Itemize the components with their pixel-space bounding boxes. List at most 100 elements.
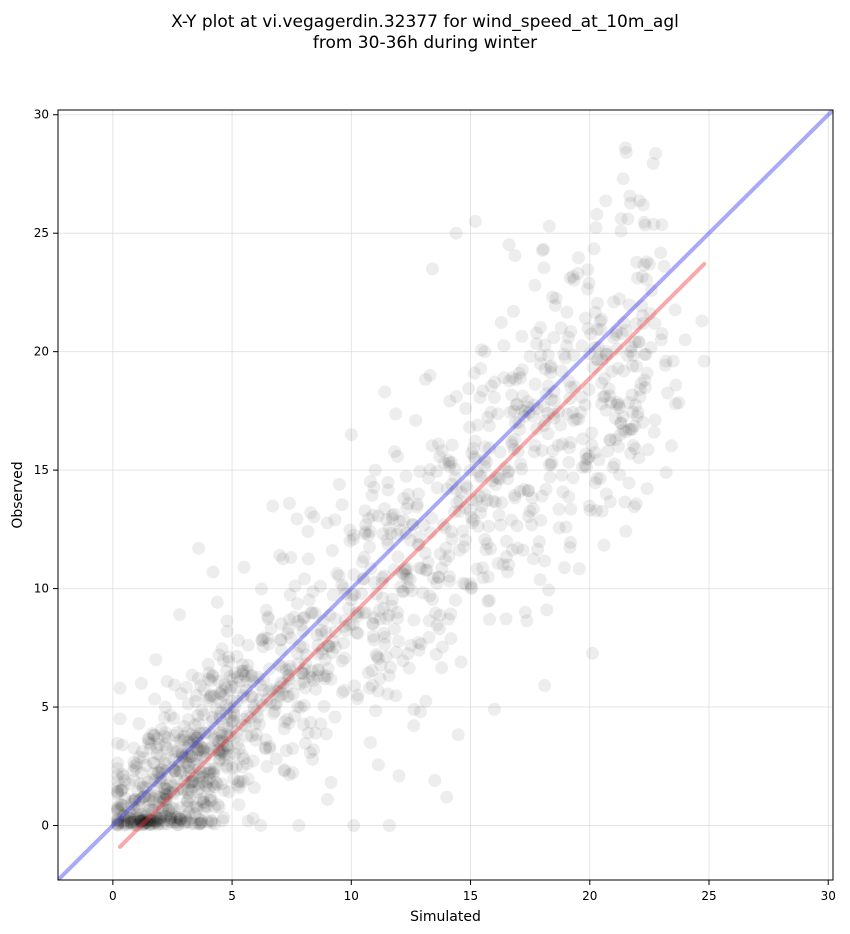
scatter-point <box>191 729 205 743</box>
scatter-point <box>182 738 196 752</box>
scatter-point <box>517 409 531 423</box>
scatter-point <box>221 721 235 735</box>
scatter-point <box>276 677 290 691</box>
scatter-point <box>371 509 385 523</box>
scatter-point <box>422 614 436 628</box>
scatter-point <box>184 775 198 789</box>
scatter-point <box>491 407 505 421</box>
scatter-point <box>168 764 182 778</box>
scatter-point <box>154 763 168 777</box>
scatter-point <box>410 500 424 514</box>
scatter-point <box>569 412 583 426</box>
grid <box>58 110 833 880</box>
scatter-point <box>166 779 180 793</box>
scatter-point <box>626 359 640 373</box>
scatter-point <box>311 663 325 677</box>
scatter-point <box>164 811 178 825</box>
scatter-point <box>197 802 211 816</box>
scatter-point <box>471 418 485 432</box>
scatter-point <box>590 353 604 367</box>
scatter-point <box>502 464 516 478</box>
scatter-point <box>372 604 386 618</box>
scatter-point <box>158 737 172 751</box>
scatter-point <box>127 773 141 787</box>
scatter-point <box>177 733 191 747</box>
scatter-point <box>412 561 426 575</box>
scatter-point <box>318 672 332 686</box>
scatter-point <box>515 462 529 476</box>
scatter-point <box>347 568 361 582</box>
scatter-point <box>147 814 161 828</box>
scatter-point <box>642 257 656 271</box>
scatter-point <box>201 657 215 671</box>
scatter-point <box>395 566 409 580</box>
scatter-point <box>409 413 423 427</box>
scatter-point <box>282 672 296 686</box>
scatter-point <box>193 816 207 830</box>
scatter-point <box>282 613 296 627</box>
scatter-point <box>614 416 628 430</box>
scatter-point <box>428 773 442 787</box>
scatter-point <box>387 507 401 521</box>
scatter-point <box>205 794 219 808</box>
scatter-point <box>544 458 558 472</box>
scatter-point <box>206 565 220 579</box>
scatter-point <box>454 655 468 669</box>
scatter-point <box>582 449 596 463</box>
scatter-point <box>375 576 389 590</box>
scatter-point <box>437 456 451 470</box>
scatter-point <box>413 705 427 719</box>
scatter-point <box>407 613 421 627</box>
scatter-point <box>632 451 646 465</box>
scatter-point <box>607 295 621 309</box>
scatter-point <box>562 374 576 388</box>
scatter-point <box>129 761 143 775</box>
scatter-point <box>396 584 410 598</box>
scatter-point <box>173 812 187 826</box>
scatter-point <box>113 681 127 695</box>
scatter-point <box>166 785 180 799</box>
scatter-point <box>214 705 228 719</box>
scatter-point <box>607 331 621 345</box>
scatter-point <box>198 752 212 766</box>
scatter-point <box>400 561 414 575</box>
scatter-point <box>414 637 428 651</box>
scatter-point <box>304 606 318 620</box>
scatter-point <box>290 647 304 661</box>
scatter-point <box>177 729 191 743</box>
scatter-point <box>593 471 607 485</box>
scatter-point <box>186 733 200 747</box>
scatter-point <box>614 212 628 226</box>
scatter-point <box>382 608 396 622</box>
scatter-point <box>480 537 494 551</box>
scatter-point <box>311 669 325 683</box>
scatter-point <box>540 603 554 617</box>
scatter-point <box>590 472 604 486</box>
scatter-point <box>509 372 523 386</box>
scatter-point <box>111 818 125 832</box>
scatter-point <box>566 471 580 485</box>
scatter-point <box>624 340 638 354</box>
scatter-point <box>581 451 595 465</box>
scatter-point <box>304 506 318 520</box>
scatter-point <box>380 612 394 626</box>
scatter-point <box>210 595 224 609</box>
scatter-point <box>297 610 311 624</box>
scatter-point <box>210 777 224 791</box>
scatter-point <box>507 488 521 502</box>
scatter-point <box>527 445 541 459</box>
scatter-point <box>391 550 405 564</box>
scatter-point <box>502 558 516 572</box>
scatter-point <box>125 817 139 831</box>
scatter-point <box>595 352 609 366</box>
scatter-point <box>205 816 219 830</box>
scatter-point <box>468 214 482 228</box>
scatter-point <box>179 812 193 826</box>
scatter-point <box>272 689 286 703</box>
scatter-point <box>567 348 581 362</box>
scatter-point <box>177 783 191 797</box>
scatter-point <box>435 561 449 575</box>
scatter-point <box>556 485 570 499</box>
scatter-point <box>263 742 277 756</box>
scatter-point <box>385 509 399 523</box>
